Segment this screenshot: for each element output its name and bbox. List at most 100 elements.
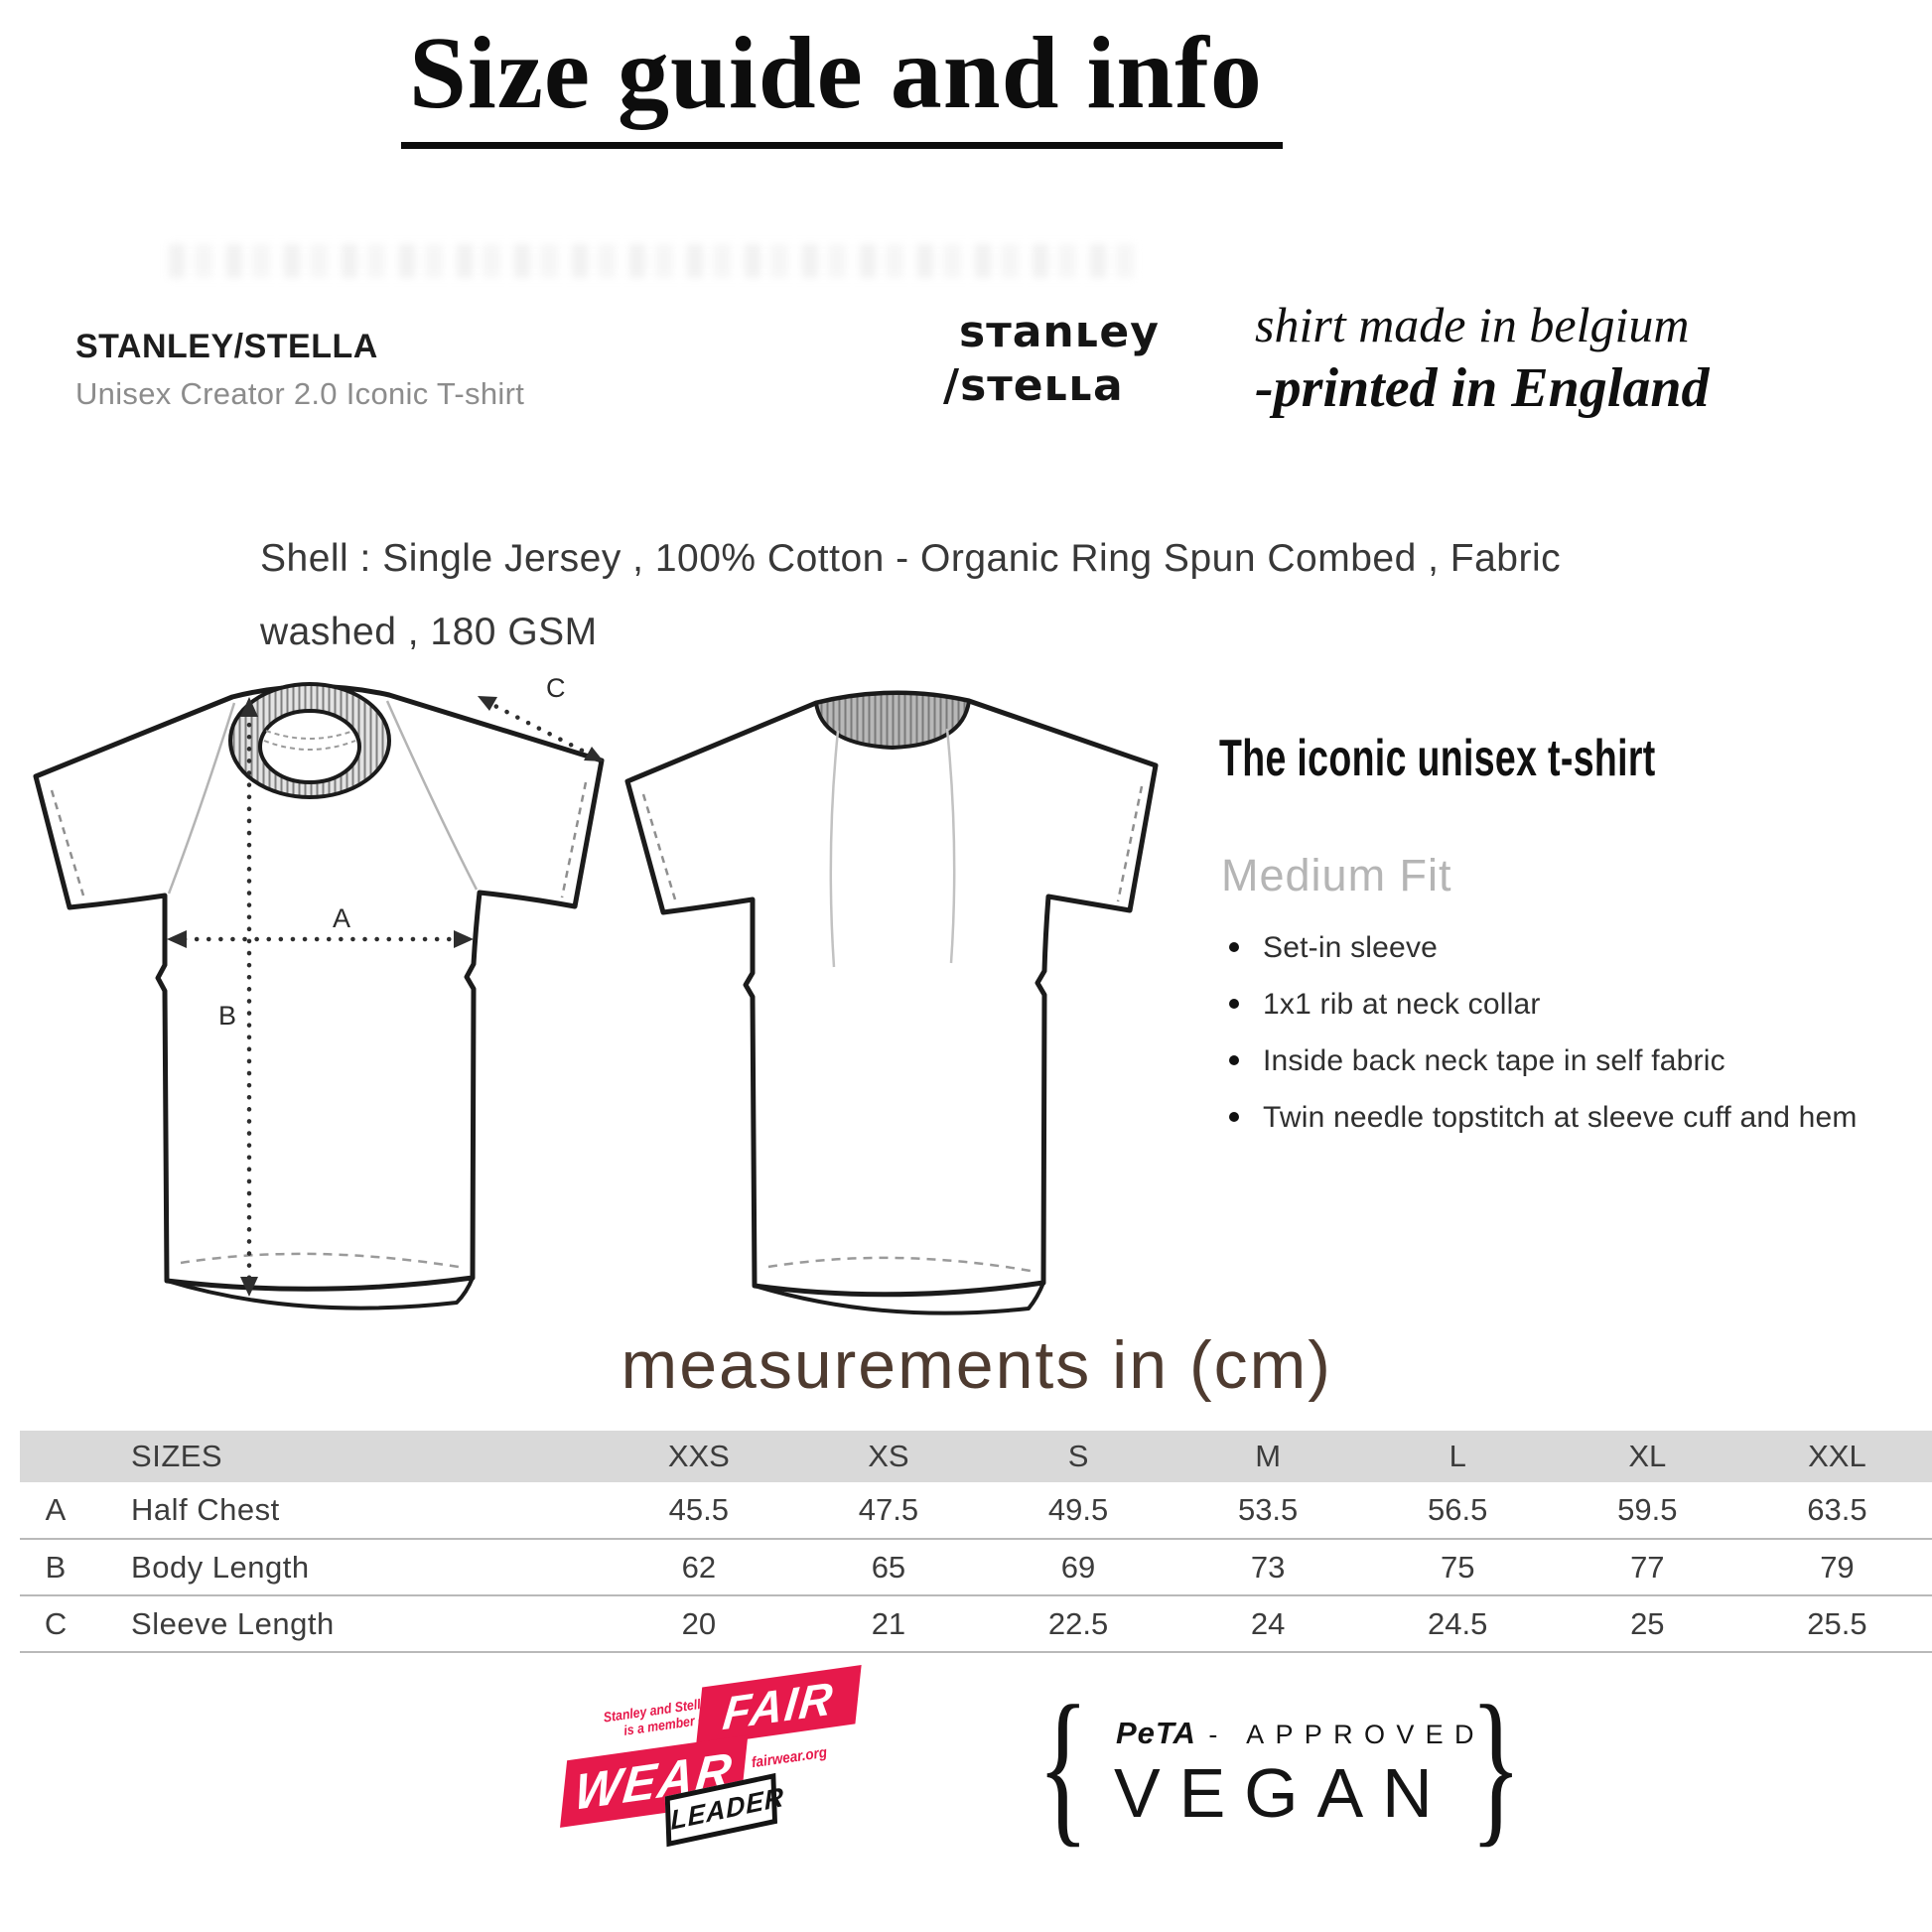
size-col-header: XS (868, 1439, 909, 1473)
fair-wear-logo: Stanley and Stella is a member of FAIR W… (558, 1664, 911, 1918)
back-hem-stitch (767, 1256, 1032, 1273)
back-hem-fold (754, 1282, 1045, 1315)
origin-note: shirt made in belgium -printed in Englan… (1255, 294, 1709, 421)
size-col-header: XL (1628, 1439, 1667, 1473)
fit-subheading: Medium Fit (1221, 850, 1452, 900)
size-col-header: S (1067, 1439, 1089, 1473)
size-col-header: L (1449, 1439, 1466, 1473)
row-value: 79 (1820, 1549, 1855, 1585)
front-right-cuff-stitch (560, 781, 588, 898)
logo-line-2: /sᴛeʟʟa (943, 360, 1124, 411)
peta-vegan-logo: { PeTA - APPROVED VEGAN } (1033, 1669, 1522, 1882)
peta-approved-label: - APPROVED (1208, 1720, 1485, 1749)
front-body-outline (33, 683, 605, 1292)
logo-line-1: sᴛanʟey (959, 307, 1160, 357)
arrow-b-top-head (240, 697, 258, 717)
row-key: C (44, 1605, 68, 1641)
size-col-header: XXL (1808, 1439, 1866, 1473)
table-row: B Body Length 62 65 69 73 75 77 79 (20, 1539, 1932, 1595)
table-corner (20, 1431, 91, 1482)
measure-label-a: A (333, 903, 350, 933)
arrow-b-bottom-head (240, 1277, 258, 1297)
row-value: 21 (871, 1605, 906, 1641)
peta-brand-label: PeTA (1116, 1716, 1196, 1750)
fabric-line-2: washed , 180 GSM (260, 611, 598, 653)
front-right-seam (385, 700, 479, 891)
measure-arrows (167, 696, 604, 1297)
measure-label-b: B (218, 1001, 236, 1031)
tshirt-back-diagram (624, 690, 1159, 1315)
tshirt-front-diagram: A B C (33, 673, 605, 1311)
back-body-outline (624, 690, 1159, 1298)
row-key: A (45, 1492, 67, 1527)
row-value: 59.5 (1617, 1492, 1678, 1527)
row-value: 65 (871, 1549, 906, 1585)
fair-wear-website: fairwear.org (750, 1743, 829, 1772)
size-col-header: M (1255, 1439, 1282, 1473)
row-value: 73 (1250, 1549, 1286, 1585)
row-value: 24 (1250, 1605, 1286, 1641)
front-hem-fold (166, 1277, 475, 1311)
product-name: Unisex Creator 2.0 Iconic T-shirt (75, 376, 525, 411)
back-collar (813, 690, 972, 751)
row-value: 63.5 (1807, 1492, 1867, 1527)
row-value: 25 (1630, 1605, 1665, 1641)
measure-arrow-c (483, 698, 599, 760)
row-value: 62 (681, 1549, 717, 1585)
size-table: SIZES XXS XS S M L XL XXL A Half Chest 4… (20, 1431, 1932, 1653)
row-label: Body Length (131, 1549, 310, 1585)
feature-item: Inside back neck tape in self fabric (1227, 1044, 1858, 1078)
page-title: Size guide and info (401, 14, 1283, 149)
row-value: 24.5 (1428, 1605, 1488, 1641)
row-value: 47.5 (858, 1492, 919, 1527)
size-col-header: XXS (667, 1439, 730, 1473)
front-left-seam (167, 702, 236, 895)
left-brace-glyph: { (1036, 1669, 1089, 1862)
back-right-seam (945, 728, 956, 964)
fair-wear-fair-block: FAIR (695, 1664, 862, 1746)
row-value: 45.5 (668, 1492, 730, 1527)
feature-item: 1x1 rib at neck collar (1227, 988, 1858, 1022)
iconic-heading: The iconic unisex t-shirt (1219, 730, 1656, 787)
row-value: 25.5 (1807, 1605, 1867, 1641)
stanley-stella-logo: sᴛanʟey /sᴛeʟʟa (943, 306, 1160, 413)
feature-list: Set-in sleeve 1x1 rib at neck collar Ins… (1227, 931, 1858, 1158)
vegan-label: VEGAN (1114, 1754, 1451, 1832)
feature-item: Set-in sleeve (1227, 931, 1858, 965)
row-value: 75 (1440, 1549, 1475, 1585)
front-collar (228, 682, 392, 799)
table-row: A Half Chest 45.5 47.5 49.5 53.5 56.5 59… (20, 1482, 1932, 1539)
origin-printed-in: -printed in England (1255, 357, 1710, 419)
feature-item: Twin needle topstitch at sleeve cuff and… (1227, 1101, 1858, 1135)
right-brace-glyph: } (1469, 1669, 1522, 1862)
faint-watermark (169, 244, 1137, 278)
row-label: Half Chest (131, 1492, 280, 1527)
brand-block: STANLEY/STELLA Unisex Creator 2.0 Iconic… (75, 328, 524, 412)
back-right-cuff-stitch (1116, 785, 1144, 902)
back-left-seam (829, 730, 840, 968)
row-value: 56.5 (1428, 1492, 1488, 1527)
row-key: B (45, 1549, 67, 1585)
arrow-a-left-head (167, 930, 187, 948)
collar-stitch-2 (263, 740, 356, 751)
table-header-sizes: SIZES (131, 1439, 223, 1473)
row-value: 77 (1630, 1549, 1665, 1585)
fair-wear-member-text: Stanley and Stella is a member of (576, 1695, 711, 1744)
fair-wear-word-fair: FAIR (720, 1671, 837, 1740)
table-row: C Sleeve Length 20 21 22.5 24 24.5 25 25… (20, 1595, 1932, 1652)
row-value: 20 (681, 1605, 717, 1641)
collar-stitch-1 (265, 730, 354, 740)
front-hem-stitch (180, 1252, 460, 1269)
brand-name: STANLEY/STELLA (75, 328, 378, 365)
row-value: 49.5 (1047, 1492, 1109, 1527)
fabric-description: Shell : Single Jersey , 100% Cotton - Or… (260, 522, 1561, 669)
front-left-cuff-stitch (50, 789, 85, 897)
row-label: Sleeve Length (131, 1605, 335, 1641)
measure-label-c: C (546, 673, 566, 703)
peta-approved-line: PeTA - APPROVED (1116, 1716, 1485, 1751)
fabric-line-1: Shell : Single Jersey , 100% Cotton - Or… (260, 537, 1562, 580)
arrow-c-end-head (584, 747, 604, 761)
arrow-a-right-head (454, 930, 474, 948)
arrow-c-start-head (478, 696, 497, 711)
